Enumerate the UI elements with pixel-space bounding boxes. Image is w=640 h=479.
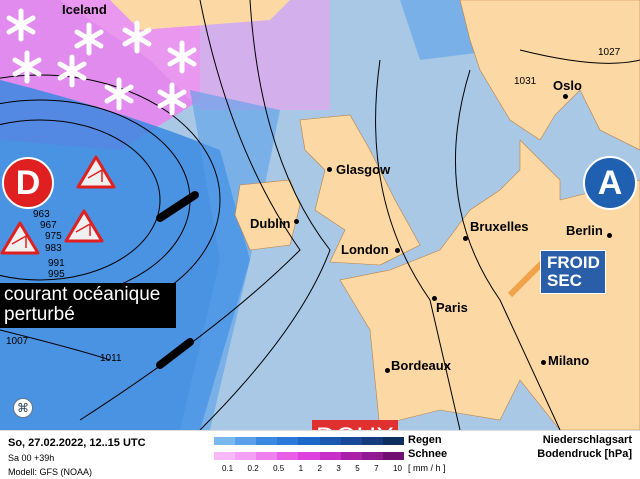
snow-label: Schnee: [408, 448, 448, 460]
city-dot: [385, 368, 390, 373]
map-shapes: [0, 0, 640, 430]
high-pressure-badge: A: [583, 156, 637, 210]
tick: 0.1: [222, 464, 234, 473]
city-dot: [395, 248, 400, 253]
ocean-callout: courant océanique perturbé: [0, 283, 176, 328]
tick: 1: [298, 464, 304, 473]
isobar-label: 975: [45, 231, 62, 242]
snow-icon: [55, 54, 89, 88]
isobar-label: 963: [33, 209, 50, 220]
tick: 3: [336, 464, 341, 473]
isobar-label: 1007: [6, 336, 29, 347]
rain-label: Regen: [408, 434, 442, 446]
snow-color-scale: [214, 452, 404, 460]
snow-icon: [155, 82, 189, 116]
model-run: Sa 00 +39h: [8, 453, 55, 463]
city-berlin: Berlin: [566, 223, 603, 238]
cold-callout: FROID SEC: [540, 250, 606, 294]
weather-map: Iceland D A 963 967 975 983 991 995 1007…: [0, 0, 640, 430]
isobar-label: 967: [40, 220, 57, 231]
legend-title-pressure: Bodendruck [hPa]: [537, 448, 632, 460]
tick: 0.2: [247, 464, 259, 473]
isobar-label: 995: [48, 269, 65, 280]
logo-icon: ⌘: [13, 398, 33, 418]
city-dot: [327, 167, 332, 172]
snow-icon: [4, 8, 38, 42]
scale-ticks: 0.1 0.2 0.5 1 2 3 5 7 10: [222, 464, 402, 473]
city-london: London: [341, 242, 389, 257]
tick: 7: [374, 464, 379, 473]
snow-icon: [10, 50, 44, 84]
city-oslo: Oslo: [553, 78, 582, 93]
datetime: So, 27.02.2022, 12..15 UTC: [8, 437, 146, 449]
wind-warning-icon: [76, 154, 116, 190]
tick: 0.5: [273, 464, 285, 473]
city-glasgow: Glasgow: [336, 162, 391, 177]
tick: 10: [393, 464, 402, 473]
city-milano: Milano: [548, 353, 590, 368]
city-dot: [541, 360, 546, 365]
unit-label: [ mm / h ]: [408, 463, 446, 473]
city-dublin: Dublin: [250, 216, 291, 231]
city-dot: [563, 94, 568, 99]
legend-panel: So, 27.02.2022, 12..15 UTC Sa 00 +39h Mo…: [0, 430, 640, 479]
low-pressure-badge: D: [2, 157, 54, 209]
isobar-label: 1011: [100, 353, 122, 364]
label-iceland: Iceland: [62, 2, 107, 17]
legend-title-precip: Niederschlagsart: [542, 434, 632, 446]
rain-color-scale: [214, 437, 404, 445]
tick: 2: [317, 464, 322, 473]
city-bruxelles: Bruxelles: [470, 219, 529, 234]
model-name: Modell: GFS (NOAA): [8, 467, 93, 477]
snow-icon: [72, 22, 106, 56]
snow-icon: [102, 77, 136, 111]
city-bordeaux: Bordeaux: [391, 358, 451, 373]
snow-icon: [165, 40, 199, 74]
wind-warning-icon: [64, 208, 104, 244]
city-dot: [294, 219, 299, 224]
mild-callout: DOUX: [312, 420, 399, 430]
city-dot: [463, 236, 468, 241]
wind-warning-icon: [0, 220, 40, 256]
city-dot: [432, 296, 437, 301]
isobar-label: 991: [48, 258, 65, 269]
isobar-label: 983: [45, 243, 62, 254]
isobar-label: 1027: [598, 47, 621, 58]
isobar-label: 1031: [514, 76, 537, 87]
city-dot: [607, 233, 612, 238]
city-paris: Paris: [436, 300, 468, 315]
snow-icon: [120, 20, 154, 54]
tick: 5: [355, 464, 360, 473]
